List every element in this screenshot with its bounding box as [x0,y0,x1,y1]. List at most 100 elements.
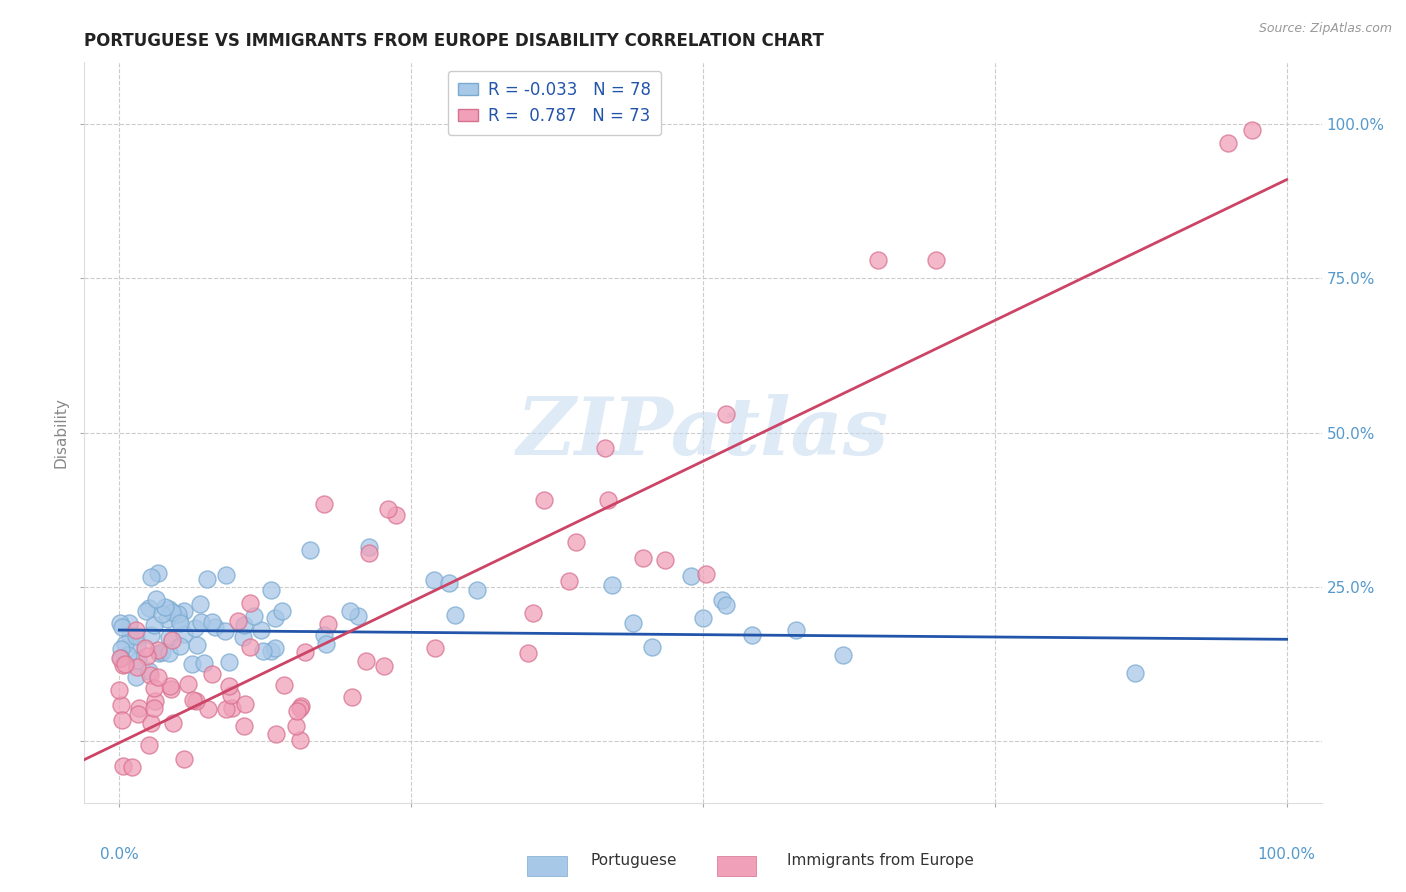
Point [711,592,734,607]
Point [159,679,181,693]
Point [215,701,238,715]
Point [357,546,380,560]
Point [294,645,316,659]
Point [173,627,195,641]
Point [316,617,339,632]
Point [312,497,335,511]
Point [110,651,132,665]
Point [193,656,215,670]
Point [595,442,617,456]
Point [183,621,205,635]
Point [110,698,132,712]
Point [925,252,948,267]
Point [832,648,855,662]
Point [135,604,157,618]
Point [232,618,254,632]
Point [239,596,262,610]
Point [641,640,664,655]
Text: 0.0%: 0.0% [100,847,139,863]
Point [167,607,190,622]
Point [533,493,555,508]
Point [139,628,162,642]
Point [215,567,238,582]
Point [111,714,134,728]
Point [621,616,644,631]
Point [423,641,446,656]
Point [114,657,136,671]
Point [146,643,169,657]
Point [239,640,262,655]
Point [598,493,620,508]
Point [139,667,162,681]
Point [631,551,654,566]
Point [233,697,256,711]
Point [288,733,311,747]
Point [465,582,488,597]
Point [124,623,146,637]
Point [127,660,149,674]
Point [127,706,149,721]
Point [218,679,240,693]
Point [273,678,295,692]
Point [169,613,191,627]
Point [143,681,166,696]
Point [285,704,308,718]
Point [186,638,208,652]
Point [250,624,273,638]
Point [138,738,160,752]
Point [134,640,156,655]
Point [1240,123,1263,137]
Point [108,683,131,698]
Point [125,629,148,643]
Text: Portuguese: Portuguese [591,854,678,868]
Point [315,637,337,651]
Point [150,607,173,622]
Point [148,669,170,683]
Point [290,698,312,713]
Point [233,719,256,733]
Point [173,604,195,618]
Point [169,640,191,654]
Point [741,628,763,642]
Point [148,646,170,660]
Point [260,644,283,658]
Point [153,599,176,614]
Point [127,653,149,667]
Point [1218,136,1240,150]
Point [128,700,150,714]
Point [125,670,148,684]
Point [716,407,738,421]
Point [692,610,714,624]
Point [558,574,581,588]
Point [120,629,142,643]
Point [181,657,204,672]
Point [264,726,287,740]
Point [201,667,224,681]
Point [169,616,191,631]
Point [181,693,204,707]
Point [146,566,169,580]
Point [139,715,162,730]
Point [444,608,467,623]
Point [1123,666,1146,681]
Point [157,630,180,644]
Point [654,553,676,567]
Point [785,623,807,637]
Point [357,540,380,554]
Point [221,701,243,715]
Point [157,601,180,615]
Point [214,624,236,639]
Point [516,646,538,660]
Point [377,501,399,516]
Point [218,655,240,669]
Point [143,701,166,715]
Point [143,694,166,708]
Point [162,716,184,731]
Point [221,688,243,702]
Point [226,614,249,628]
Point [108,615,131,630]
Point [138,665,160,679]
Point [195,573,218,587]
Point [260,582,283,597]
Point [285,719,308,733]
